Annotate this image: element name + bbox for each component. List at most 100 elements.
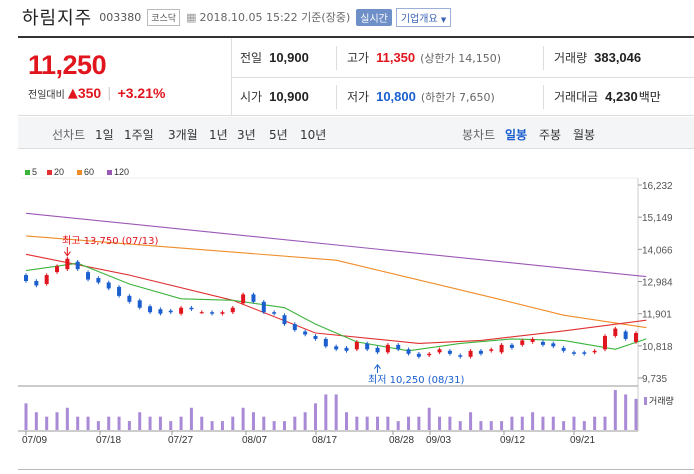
volume-bar (458, 421, 462, 430)
change-percent: +3.21% (117, 85, 166, 101)
stat-sub: (하한가 7,650) (420, 90, 495, 104)
candle (582, 352, 587, 354)
volume-bar (448, 416, 452, 430)
annotation-low: 최저 10,250 (08/31) (368, 374, 464, 386)
period-10y[interactable]: 10년 (300, 128, 327, 142)
candle (551, 343, 556, 347)
volume-bar (541, 416, 545, 430)
candle (375, 347, 380, 353)
volume-bar (303, 412, 307, 430)
volume-bar (262, 416, 266, 430)
volume-bar (345, 412, 349, 430)
volume-bar (396, 421, 400, 430)
volume-bar (313, 403, 317, 430)
period-1w[interactable]: 1주일 (124, 128, 154, 142)
legend-swatch (47, 170, 52, 175)
stat-value: 10,900 (269, 50, 309, 65)
quote-datetime: 2018.10.05 15:22 기준(장중) (199, 11, 351, 24)
legend-swatch (77, 170, 82, 175)
candle (189, 307, 194, 310)
candle (385, 344, 390, 353)
volume-bar (76, 416, 80, 430)
volume-bar (500, 421, 504, 430)
period-1d[interactable]: 1일 (95, 128, 114, 142)
candlestick-chart: 5 20 60 120 16,232 15,149 14,066 12,984 11,901 10… (18, 167, 674, 446)
candle (148, 306, 153, 313)
line-chart-label: 선차트 (52, 128, 86, 142)
stat-label: 고가 (347, 51, 370, 65)
volume-bar (593, 416, 597, 430)
candle (241, 294, 246, 304)
y-tick-label: 12,984 (642, 278, 673, 289)
candle (520, 340, 525, 345)
candle (468, 350, 473, 357)
ma5-line (25, 262, 647, 352)
period-3y[interactable]: 3년 (237, 128, 256, 142)
annotation-high: 최고 13,750 (07/13) (62, 235, 158, 247)
candle (530, 338, 535, 342)
volume-bar (355, 416, 359, 430)
chevron-down-icon: ▼ (440, 15, 447, 24)
candle (592, 350, 597, 353)
candle (292, 324, 297, 331)
period-3m[interactable]: 3개월 (168, 128, 198, 142)
calendar-icon: ▦ (186, 10, 197, 24)
volume-bar (469, 412, 473, 430)
candle (571, 352, 576, 354)
volume-bar (45, 416, 49, 430)
stat-prev: 전일 10,900 (240, 38, 309, 77)
x-tick-label: 07/09 (22, 435, 47, 446)
candle (24, 275, 28, 282)
volume-bar (334, 394, 338, 430)
candle (220, 312, 225, 314)
candle (210, 312, 215, 314)
volume-bar (138, 412, 142, 430)
candle (282, 315, 287, 325)
volume-bar (220, 421, 224, 430)
volume-bar (96, 421, 100, 430)
candle (313, 335, 318, 339)
change-separator: | (107, 85, 112, 101)
company-info-dropdown[interactable]: 기업개요 ▼ (395, 7, 452, 27)
volume-bar (510, 416, 514, 430)
divider (543, 85, 544, 109)
x-tick-label: 08/28 (389, 435, 414, 446)
candle-weekly[interactable]: 주봉 (539, 128, 562, 142)
volume-bar (34, 412, 38, 430)
x-tick-label: 09/21 (570, 435, 595, 446)
candle (96, 278, 101, 283)
candle (199, 312, 204, 314)
candle (478, 350, 483, 354)
candle (344, 347, 349, 351)
candle (168, 310, 173, 313)
change-label: 전일대비 (28, 89, 65, 101)
volume-bar (179, 416, 183, 430)
price-summary: 11,250 전일대비 ▲ 350 | +3.21% (18, 38, 232, 116)
legend-swatch (25, 170, 30, 175)
stat-value: 11,350 (376, 50, 416, 65)
candle-daily[interactable]: 일봉 (505, 128, 528, 142)
change-value: 350 (77, 85, 102, 101)
volume-bar (107, 416, 111, 430)
candle (602, 335, 607, 350)
candle (230, 307, 235, 313)
legend-label: 60 (84, 167, 94, 177)
x-tick-label: 09/12 (500, 435, 525, 446)
realtime-button[interactable]: 실시간 (356, 8, 392, 26)
period-1y[interactable]: 1년 (209, 128, 228, 142)
candle (117, 286, 122, 296)
candle (323, 338, 328, 347)
legend-swatch (107, 170, 112, 175)
candle-monthly[interactable]: 월봉 (573, 128, 596, 142)
volume-bar (603, 416, 607, 430)
period-5y[interactable]: 5년 (269, 128, 288, 142)
stat-unit: 백만 (638, 90, 661, 104)
volume-bar (293, 416, 297, 430)
header-divider (18, 36, 694, 38)
stock-name: 하림지주 (22, 8, 93, 29)
legend-label: 120 (114, 167, 129, 177)
y-tick-label: 11,901 (642, 310, 672, 321)
stat-label: 거래대금 (554, 90, 599, 104)
stat-label: 거래량 (554, 51, 588, 65)
divider (232, 77, 694, 78)
